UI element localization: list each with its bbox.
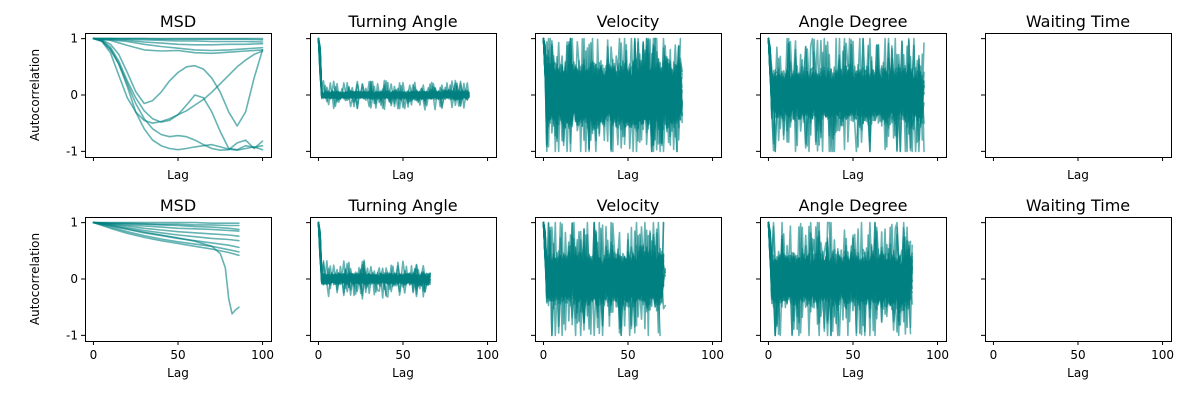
subplot-title: Angle Degree (799, 196, 908, 215)
x-axis-label: Lag (617, 366, 639, 380)
x-axis-label: Lag (1067, 366, 1089, 380)
subplot-title: Waiting Time (1026, 12, 1130, 31)
series-group (542, 37, 683, 153)
subplot-row1-turning-angle: Turning Angle Lag (306, 12, 497, 182)
subplot-title: MSD (160, 12, 196, 31)
subplot-row1-angle-degree: Angle Degree Lag (756, 12, 947, 182)
x-tick-label: 50 (1070, 348, 1085, 362)
series-group (542, 221, 666, 337)
y-axis-label: Autocorrelation (28, 49, 42, 141)
subplot-title: MSD (160, 196, 196, 215)
subplot-row2-waiting-time: 0 50 100 Waiting Time Lag (981, 196, 1174, 380)
y-tick-label: -1 (66, 328, 78, 342)
x-tick-label: 50 (395, 348, 410, 362)
series-group (767, 37, 925, 153)
x-axis-label: Lag (392, 366, 414, 380)
x-axis-label: Lag (1067, 168, 1089, 182)
msd-series-line-6 (92, 37, 264, 55)
series-group (92, 37, 264, 151)
subplot-row1-velocity: Velocity Lag (531, 12, 722, 182)
msd-series-line-7 (92, 37, 264, 127)
subplot-title: Turning Angle (347, 196, 457, 215)
x-tick-label: 0 (990, 348, 998, 362)
subplot-title: Velocity (597, 196, 660, 215)
y-tick-label: 1 (70, 32, 78, 46)
x-tick-label: 100 (701, 348, 724, 362)
subplot-row2-msd: 0 50 100 -1 0 1 MSD Lag Autocorrelation (28, 196, 274, 380)
subplot-row2-turning-angle: 0 50 100 Turning Angle Lag (306, 196, 499, 380)
angle-degree-series-line-44 (767, 37, 925, 151)
x-tick-label: 100 (926, 348, 949, 362)
series-group (767, 221, 913, 337)
msd-series-line-10 (92, 37, 264, 124)
msd-series-line-5 (92, 37, 264, 52)
y-tick-label: 0 (70, 88, 78, 102)
x-tick-label: 50 (845, 348, 860, 362)
angle-degree-series-line-45 (767, 37, 925, 153)
turning-angle-series-line-30 (317, 37, 470, 100)
y-tick-label: 1 (70, 216, 78, 230)
subplot-row1-waiting-time: Waiting Time Lag (981, 12, 1172, 182)
msd-series-line-11 (92, 37, 264, 151)
msd-series-line-4 (92, 221, 240, 237)
subplot-title: Turning Angle (347, 12, 457, 31)
x-axis-label: Lag (167, 366, 189, 380)
x-tick-label: 100 (251, 348, 274, 362)
x-axis-label: Lag (392, 168, 414, 182)
x-axis-label: Lag (842, 168, 864, 182)
velocity-series-line-55 (542, 37, 683, 153)
msd-series-line-9 (92, 221, 240, 231)
x-tick-label: 50 (620, 348, 635, 362)
msd-series-line-3 (92, 37, 264, 43)
angle-degree-series-line-45 (767, 221, 913, 320)
x-tick-label: 50 (170, 348, 185, 362)
velocity-series-line-53 (542, 37, 683, 150)
y-tick-label: 0 (70, 272, 78, 286)
series-group (92, 221, 240, 315)
x-tick-label: 0 (315, 348, 323, 362)
x-tick-label: 100 (476, 348, 499, 362)
subplot-row2-velocity: 0 50 100 Velocity Lag (531, 196, 724, 380)
msd-series-line-8 (92, 221, 240, 257)
subplot-title: Waiting Time (1026, 196, 1130, 215)
velocity-series-line-50 (542, 221, 666, 311)
subplot-title: Angle Degree (799, 12, 908, 31)
y-axis-label: Autocorrelation (28, 233, 42, 325)
subplot-row1-msd: -1 0 1 MSD Lag Autocorrelation (28, 12, 272, 182)
turning-angle-series-line-28 (317, 221, 431, 297)
msd-series-line-7 (92, 221, 240, 253)
subplot-row2-angle-degree: 0 50 100 Angle Degree Lag (756, 196, 949, 380)
series-group (317, 37, 470, 111)
msd-series-line-5 (92, 221, 240, 242)
x-tick-label: 0 (540, 348, 548, 362)
x-tick-label: 0 (90, 348, 98, 362)
msd-series-line-10 (92, 221, 240, 315)
y-tick-label: -1 (66, 144, 78, 158)
turning-angle-series-line-30 (317, 221, 431, 287)
x-axis-label: Lag (617, 168, 639, 182)
subplot-title: Velocity (597, 12, 660, 31)
msd-series-line-4 (92, 37, 264, 46)
series-group (317, 221, 431, 300)
x-tick-label: 100 (1151, 348, 1174, 362)
subplot-grid: -1 0 1 MSD Lag Autocorrelation Turning Angle La… (28, 12, 1174, 380)
x-tick-label: 0 (765, 348, 773, 362)
x-axis-label: Lag (167, 168, 189, 182)
x-axis-label: Lag (842, 366, 864, 380)
